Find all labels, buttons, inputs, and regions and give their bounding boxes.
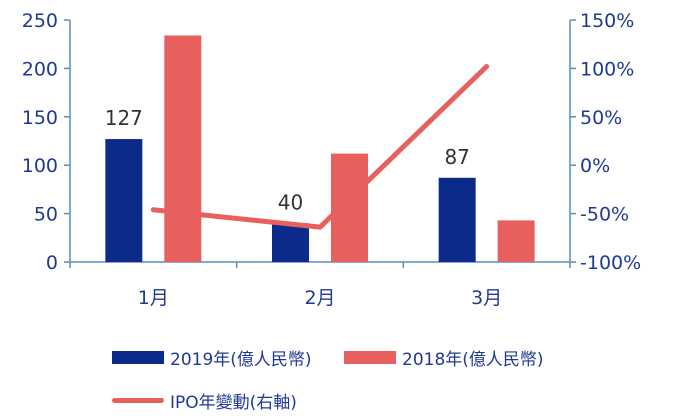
labels: 127 40 87 bbox=[105, 106, 470, 214]
bar-2019 bbox=[105, 139, 143, 262]
left-tick-label: 50 bbox=[34, 204, 58, 226]
right-tick-label: -100% bbox=[580, 252, 641, 274]
left-tick-label: 0 bbox=[46, 252, 58, 274]
bars bbox=[105, 35, 535, 262]
left-tick-label: 200 bbox=[22, 58, 58, 80]
data-label-2019: 127 bbox=[105, 106, 143, 130]
right-tick-label: 150% bbox=[580, 10, 634, 32]
left-tick-label: 250 bbox=[22, 10, 58, 32]
data-label-2019: 40 bbox=[278, 190, 303, 214]
left-tick-label: 150 bbox=[22, 107, 58, 129]
category-label: 1月 bbox=[138, 287, 169, 309]
right-tick-label: 0% bbox=[580, 155, 610, 177]
bar-2018 bbox=[497, 220, 535, 262]
line-series bbox=[150, 63, 490, 230]
category-label: 2月 bbox=[304, 287, 335, 309]
right-tick-label: 100% bbox=[580, 58, 634, 80]
left-tick-label: 100 bbox=[22, 155, 58, 177]
axes: 0 50 100 150 200 250 -100% -50% 0% 50% 100% 150% 1月 2… bbox=[22, 10, 641, 309]
bar-2019 bbox=[438, 177, 476, 262]
bar-2018 bbox=[164, 35, 202, 262]
category-label: 3月 bbox=[471, 287, 502, 309]
right-tick-label: -50% bbox=[580, 204, 629, 226]
bar-2019 bbox=[272, 223, 309, 262]
right-tick-label: 50% bbox=[580, 107, 622, 129]
ipo-change-line bbox=[150, 63, 490, 230]
data-label-2019: 87 bbox=[444, 145, 469, 169]
